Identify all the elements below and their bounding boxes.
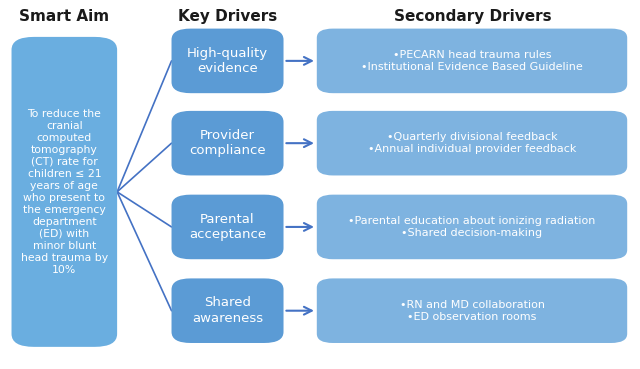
Text: Key Drivers: Key Drivers xyxy=(177,9,277,24)
Text: •Quarterly divisional feedback
•Annual individual provider feedback: •Quarterly divisional feedback •Annual i… xyxy=(368,132,576,154)
FancyBboxPatch shape xyxy=(317,29,627,93)
FancyBboxPatch shape xyxy=(317,111,627,176)
Text: Parental
acceptance: Parental acceptance xyxy=(189,213,266,241)
FancyBboxPatch shape xyxy=(12,37,117,347)
Text: •Parental education about ionizing radiation
•Shared decision-making: •Parental education about ionizing radia… xyxy=(348,216,596,238)
Text: Provider
compliance: Provider compliance xyxy=(189,129,266,158)
FancyBboxPatch shape xyxy=(172,29,284,93)
FancyBboxPatch shape xyxy=(172,195,284,259)
Text: Shared
awareness: Shared awareness xyxy=(192,296,263,325)
Text: •PECARN head trauma rules
•Institutional Evidence Based Guideline: •PECARN head trauma rules •Institutional… xyxy=(361,50,583,72)
FancyBboxPatch shape xyxy=(317,278,627,343)
Text: •RN and MD collaboration
•ED observation rooms: •RN and MD collaboration •ED observation… xyxy=(399,300,545,322)
Text: High-quality
evidence: High-quality evidence xyxy=(187,46,268,75)
Text: Smart Aim: Smart Aim xyxy=(19,9,109,24)
Text: To reduce the
cranial
computed
tomography
(CT) rate for
children ≤ 21
years of a: To reduce the cranial computed tomograph… xyxy=(20,109,108,275)
Text: Secondary Drivers: Secondary Drivers xyxy=(394,9,551,24)
FancyBboxPatch shape xyxy=(172,111,284,176)
FancyBboxPatch shape xyxy=(317,195,627,259)
FancyBboxPatch shape xyxy=(172,278,284,343)
